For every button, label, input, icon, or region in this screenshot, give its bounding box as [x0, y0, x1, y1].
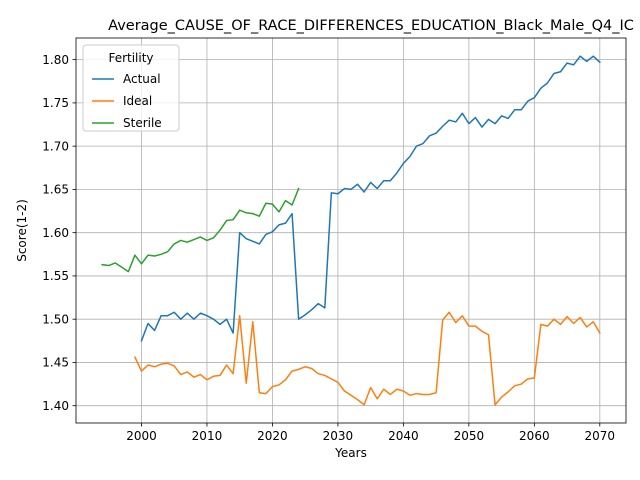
series-line-ideal [133, 311, 601, 406]
x-tick-label: 2010 [192, 429, 223, 443]
y-tick-label: 1.40 [42, 399, 69, 413]
plot-frame [75, 37, 627, 424]
x-axis: 2000 2010 2020 2030 2040 2050 2060 2070 [126, 423, 615, 443]
x-tick-label: 2070 [585, 429, 616, 443]
y-tick-label: 1.45 [42, 356, 69, 370]
legend: Fertility Actual Ideal Sterile [82, 44, 180, 132]
y-axis: 1.40 1.45 1.50 1.55 1.60 1.65 1.70 1.75 1.80 [42, 53, 76, 413]
legend-label-sterile: Sterile [123, 116, 162, 130]
y-tick-label: 1.70 [42, 139, 69, 153]
legend-label-ideal: Ideal [123, 94, 152, 108]
legend-label-actual: Actual [123, 72, 161, 86]
x-tick-label: 2020 [257, 429, 288, 443]
series-line-sterile [101, 187, 300, 273]
series-line-actual [140, 55, 601, 342]
legend-box [82, 44, 180, 132]
y-tick-label: 1.65 [42, 183, 69, 197]
y-tick-label: 1.55 [42, 269, 69, 283]
y-axis-title: Score(1-2) [15, 199, 29, 262]
legend-items: Actual Ideal Sterile [92, 72, 162, 130]
x-tick-label: 2050 [454, 429, 485, 443]
chart-title: Average_CAUSE_OF_RACE_DIFFERENCES_EDUCAT… [108, 18, 634, 34]
y-tick-label: 1.75 [42, 96, 69, 110]
y-tick-label: 1.60 [42, 226, 69, 240]
legend-title: Fertility [108, 51, 153, 65]
y-tick-label: 1.50 [42, 312, 69, 326]
y-tick-label: 1.80 [42, 53, 69, 67]
x-axis-title: Years [334, 446, 367, 460]
x-tick-label: 2000 [126, 429, 157, 443]
x-tick-label: 2040 [388, 429, 419, 443]
series-lines [101, 55, 601, 406]
x-tick-label: 2030 [323, 429, 354, 443]
x-tick-label: 2060 [519, 429, 550, 443]
